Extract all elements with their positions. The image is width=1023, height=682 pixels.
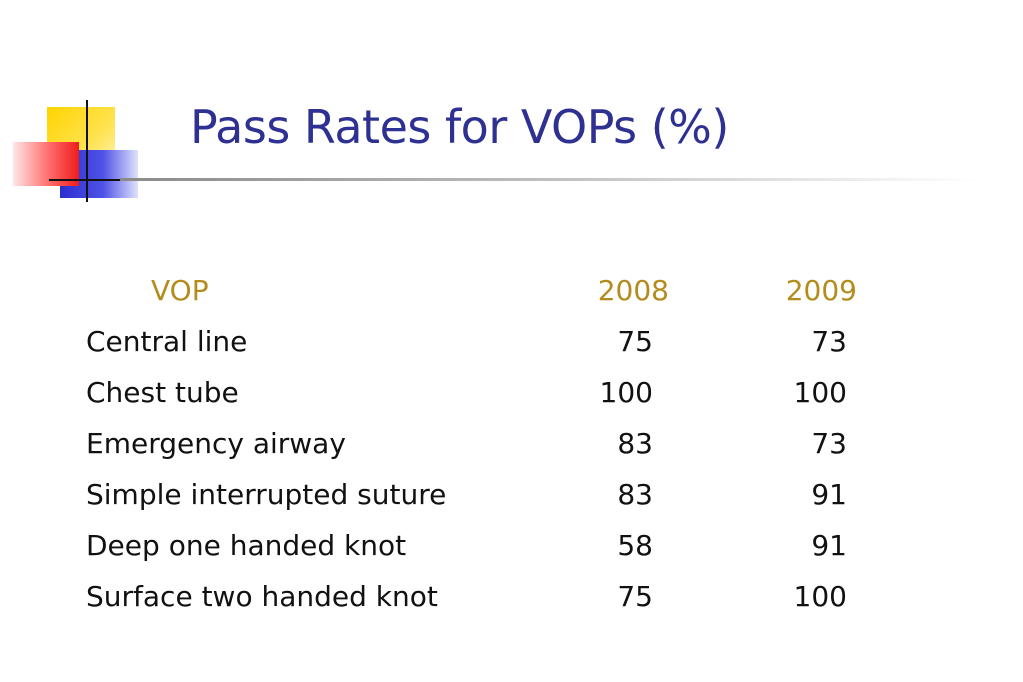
table-row: Central line 75 73 [0,316,1023,367]
slide-title: Pass Rates for VOPs (%) [190,100,729,154]
table-row: Emergency airway 83 73 [0,418,1023,469]
logo-vertical-line [86,100,88,202]
row-2009-value: 73 [811,325,847,358]
row-name: Emergency airway [86,427,346,460]
row-2009-value: 91 [811,478,847,511]
table-row: Deep one handed knot 58 91 [0,520,1023,571]
logo-horizontal-line [49,179,139,181]
table-header-row: VOP 2008 2009 [0,265,1023,316]
row-2008-value: 100 [599,376,653,409]
table-row: Simple interrupted suture 83 91 [0,469,1023,520]
row-2009-value: 100 [793,580,847,613]
header-vop: VOP [151,274,209,307]
table-row: Chest tube 100 100 [0,367,1023,418]
row-2008-value: 58 [617,529,653,562]
row-name: Simple interrupted suture [86,478,447,511]
header-2009: 2009 [785,274,857,307]
row-2009-value: 73 [811,427,847,460]
row-name: Central line [86,325,248,358]
row-2008-value: 75 [617,580,653,613]
row-name: Chest tube [86,376,239,409]
slide-logo-decoration [0,0,150,210]
pass-rates-table: VOP 2008 2009 Central line 75 73 Chest t… [0,265,1023,622]
row-2008-value: 83 [617,478,653,511]
header-2008: 2008 [597,274,669,307]
table-row: Surface two handed knot 75 100 [0,571,1023,622]
row-2009-value: 100 [793,376,847,409]
row-2008-value: 75 [617,325,653,358]
red-square [13,142,79,186]
row-name: Deep one handed knot [86,529,407,562]
row-2009-value: 91 [811,529,847,562]
title-divider [120,178,980,181]
row-name: Surface two handed knot [86,580,438,613]
row-2008-value: 83 [617,427,653,460]
